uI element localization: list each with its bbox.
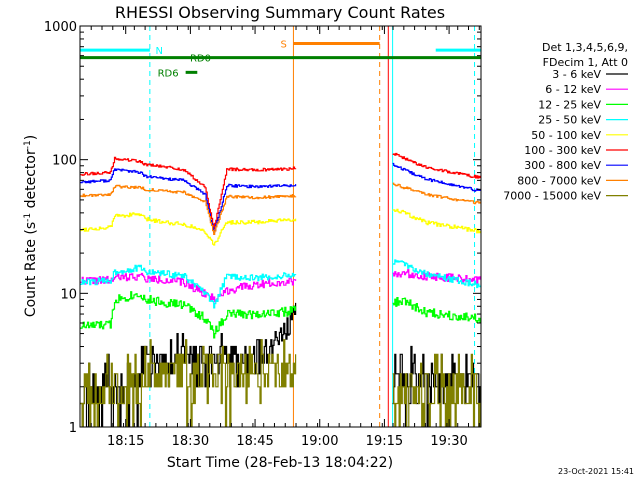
count-rate-series <box>80 152 481 427</box>
legend-entry: 800 - 7000 keV <box>517 174 601 187</box>
series-line <box>80 291 297 339</box>
plot-frame <box>79 25 482 428</box>
legend: Det 1,3,4,5,6,9, FDecim 1, Att 03 - 6 keV… <box>503 41 628 203</box>
legend-header: FDecim 1, Att 0 <box>543 56 628 69</box>
flag-label: S <box>281 39 287 50</box>
x-tick-label: 18:15 <box>107 434 144 449</box>
legend-entry: 300 - 800 keV <box>524 159 601 172</box>
y-axis-ticks: 1 10 100 1000 <box>44 20 481 436</box>
y-tick-label: 100 <box>52 154 77 169</box>
series-line <box>392 152 481 179</box>
series-line <box>392 353 481 427</box>
y-tick-label: 1000 <box>44 20 77 35</box>
series-line <box>392 182 481 205</box>
series-line <box>80 184 297 235</box>
series-line <box>80 156 297 230</box>
y-tick-label: 1 <box>69 421 77 436</box>
chart-title: RHESSI Observing Summary Count Rates <box>115 3 445 22</box>
flag-label: RD0 <box>190 54 211 65</box>
y-axis-label: Count Rate (s-1 detector-1) <box>23 135 39 317</box>
x-axis-ticks: 18:15 18:30 18:45 19:00 19:15 19:30 <box>90 26 480 449</box>
legend-entry: 12 - 25 keV <box>538 98 601 111</box>
observing-flags: N S RD0 RD6 <box>80 39 481 79</box>
x-tick-label: 18:30 <box>172 434 209 449</box>
flag-label: N <box>155 46 162 57</box>
x-tick-label: 19:30 <box>430 434 467 449</box>
legend-entry: 6 - 12 keV <box>545 83 601 96</box>
x-tick-label: 18:45 <box>236 434 273 449</box>
series-line <box>80 168 297 233</box>
series-line <box>392 297 481 323</box>
x-tick-label: 19:15 <box>366 434 403 449</box>
legend-entry: 50 - 100 keV <box>531 129 601 142</box>
series-line <box>392 162 481 192</box>
series-line <box>392 259 481 289</box>
flag-label: RD6 <box>158 68 179 79</box>
series-line <box>80 212 297 246</box>
footer-timestamp: 23-Oct-2021 15:41 <box>558 467 634 476</box>
series-line <box>392 208 481 234</box>
series-line <box>392 269 481 285</box>
legend-entry: 100 - 300 keV <box>524 144 601 157</box>
y-tick-label: 10 <box>60 287 77 302</box>
legend-entry: 7000 - 15000 keV <box>503 190 601 203</box>
legend-entry: 25 - 50 keV <box>538 114 601 127</box>
x-axis-label: Start Time (28-Feb-13 18:04:22) <box>167 455 393 471</box>
legend-header: Det 1,3,4,5,6,9, <box>542 41 628 54</box>
x-tick-label: 19:00 <box>301 434 338 449</box>
legend-entry: 3 - 6 keV <box>552 68 601 81</box>
series-line <box>80 264 297 309</box>
series-line <box>80 339 297 427</box>
